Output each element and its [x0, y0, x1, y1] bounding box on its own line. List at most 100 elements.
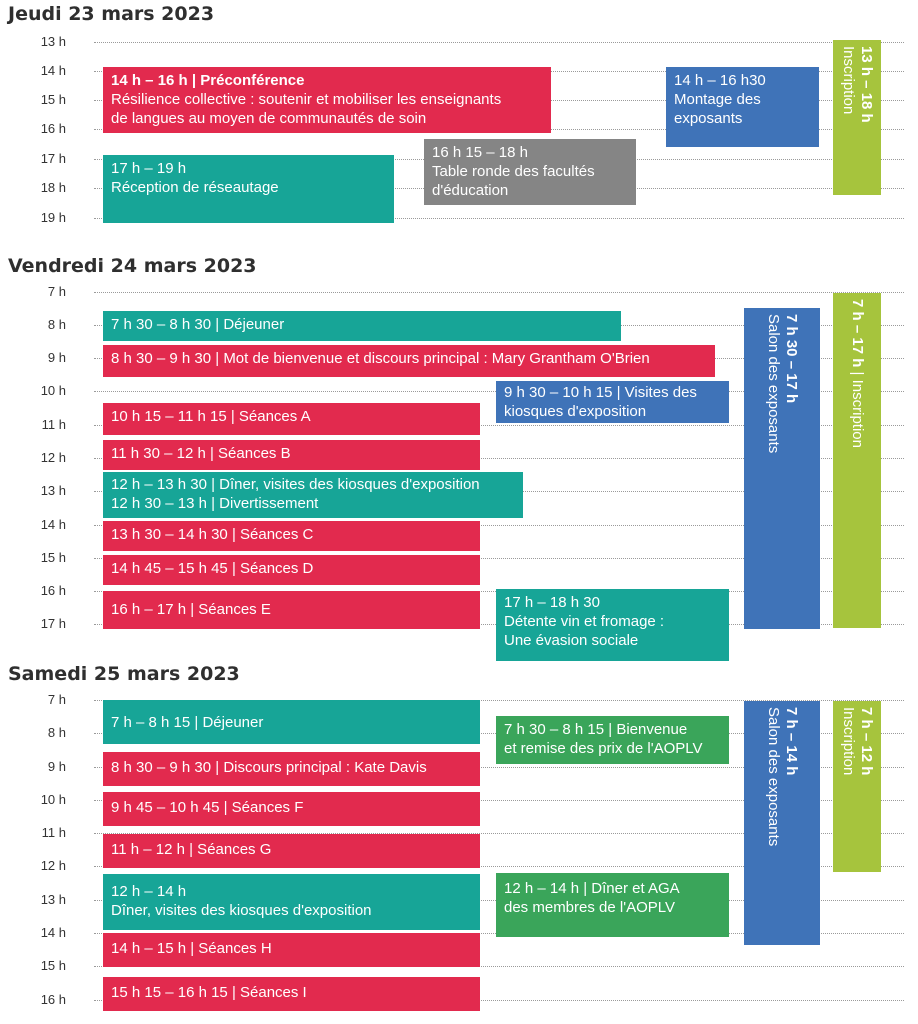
event-label: 15 h 15 – 16 h 15 | Séances I	[111, 984, 307, 1001]
day-friday: Vendredi 24 mars 2023 7 h 8 h 9 h 10 h 1…	[8, 255, 904, 661]
event-kiosk-visits[interactable]: 9 h 30 – 10 h 15 | Visites des kiosques …	[496, 381, 729, 423]
event-label: des membres de l'AOPLV	[504, 899, 675, 916]
hour-label: 14 h	[40, 517, 66, 532]
event-time: 17 h – 19 h	[111, 160, 187, 177]
gridline	[94, 767, 904, 768]
event-round-table[interactable]: 16 h 15 – 18 h Table ronde des facultés …	[424, 139, 636, 205]
column-label: Salon des exposants	[765, 314, 782, 454]
event-label: Préconférence	[200, 72, 305, 89]
event-sessions-h[interactable]: 14 h – 15 h | Séances H	[103, 933, 480, 967]
hour-label: 14 h	[40, 925, 66, 940]
event-description: exposants	[674, 110, 743, 127]
column-registration[interactable]: 7 h – 17 h | Inscription	[833, 293, 881, 628]
hour-label: 7 h	[47, 692, 66, 707]
event-label: kiosques d'exposition	[504, 403, 647, 420]
column-exhibitor-hall[interactable]: 7 h 30 – 17 h Salon des exposants	[744, 308, 820, 629]
event-label: 8 h 30 – 9 h 30 | Mot de bienvenue et di…	[111, 350, 650, 367]
event-time: 17 h – 18 h 30	[504, 594, 600, 611]
event-sessions-f[interactable]: 9 h 45 – 10 h 45 | Séances F	[103, 792, 480, 826]
event-sessions-c[interactable]: 13 h 30 – 14 h 30 | Séances C	[103, 521, 480, 551]
event-description: Dîner, visites des kiosques d'exposition	[111, 902, 372, 919]
hour-label: 16 h	[40, 121, 66, 136]
event-description: Résilience collective : soutenir et mobi…	[111, 91, 502, 108]
column-label: Inscription	[840, 707, 857, 776]
event-time: 14 h – 16 h30	[674, 72, 766, 89]
event-time: 12 h – 14 h	[111, 883, 187, 900]
event-networking-reception[interactable]: 17 h – 19 h Réception de réseautage	[103, 155, 394, 223]
hour-label: 12 h	[40, 450, 66, 465]
event-exhibitor-setup[interactable]: 14 h – 16 h30 Montage des exposants	[666, 67, 819, 147]
event-sessions-d[interactable]: 14 h 45 – 15 h 45 | Séances D	[103, 555, 480, 585]
gridline	[94, 292, 904, 293]
column-registration[interactable]: 7 h – 12 h Inscription	[833, 701, 881, 872]
gridline	[94, 458, 904, 459]
hour-label: 16 h	[40, 992, 66, 1007]
gridline	[94, 833, 904, 834]
event-label: 7 h 30 – 8 h 30 | Déjeuner	[111, 316, 285, 333]
event-label: et remise des prix de l'AOPLV	[504, 740, 703, 757]
column-label: Inscription	[849, 379, 866, 448]
event-sessions-b[interactable]: 11 h 30 – 12 h | Séances B	[103, 440, 480, 470]
gridline	[94, 800, 904, 801]
event-separator: |	[187, 72, 201, 89]
gridline	[94, 700, 904, 701]
event-welcome-awards[interactable]: 7 h 30 – 8 h 15 | Bienvenue et remise de…	[496, 716, 729, 764]
gridline	[94, 866, 904, 867]
event-label: 10 h 15 – 11 h 15 | Séances A	[111, 408, 311, 425]
hour-label: 11 h	[41, 825, 66, 840]
event-wine-cheese[interactable]: 17 h – 18 h 30 Détente vin et fromage : …	[496, 589, 729, 661]
hour-label: 14 h	[40, 63, 66, 78]
event-lunch-agm[interactable]: 12 h – 14 h | Dîner et AGA des membres d…	[496, 873, 729, 937]
event-label: 12 h – 14 h | Dîner et AGA	[504, 880, 680, 897]
hour-label: 8 h	[47, 317, 66, 332]
hour-label: 9 h	[47, 350, 66, 365]
hour-label: 8 h	[47, 725, 66, 740]
hour-label: 10 h	[40, 383, 66, 398]
event-sessions-e[interactable]: 16 h – 17 h | Séances E	[103, 591, 480, 629]
event-label: 14 h 45 – 15 h 45 | Séances D	[111, 560, 314, 577]
column-exhibitor-hall[interactable]: 7 h – 14 h Salon des exposants	[744, 701, 820, 945]
hour-label: 17 h	[40, 151, 66, 166]
hour-label: 15 h	[40, 958, 66, 973]
event-label: 7 h – 8 h 15 | Déjeuner	[111, 714, 264, 731]
event-label: 12 h – 13 h 30 | Dîner, visites des kios…	[111, 476, 480, 493]
gridline	[94, 966, 904, 967]
gridline	[94, 1000, 904, 1001]
event-description: Réception de réseautage	[111, 179, 279, 196]
day-title: Samedi 25 mars 2023	[8, 663, 240, 685]
event-lunch-kiosks[interactable]: 12 h – 14 h Dîner, visites des kiosques …	[103, 874, 480, 930]
event-description: Table ronde des facultés	[432, 163, 595, 180]
event-time: 14 h – 16 h	[111, 72, 188, 89]
hour-label: 12 h	[40, 858, 66, 873]
event-sessions-g[interactable]: 11 h – 12 h | Séances G	[103, 834, 480, 868]
column-separator: |	[849, 367, 866, 380]
hour-label: 19 h	[40, 210, 66, 225]
column-registration[interactable]: 13 h – 18 h Inscription	[833, 40, 881, 195]
event-sessions-a[interactable]: 10 h 15 – 11 h 15 | Séances A	[103, 403, 480, 435]
event-lunch-entertainment[interactable]: 12 h – 13 h 30 | Dîner, visites des kios…	[103, 472, 523, 518]
event-description: d'éducation	[432, 182, 509, 199]
event-keynote[interactable]: 8 h 30 – 9 h 30 | Mot de bienvenue et di…	[103, 345, 715, 377]
event-breakfast[interactable]: 7 h – 8 h 15 | Déjeuner	[103, 700, 480, 744]
column-time: 13 h – 18 h	[858, 46, 875, 123]
event-time: 16 h 15 – 18 h	[432, 144, 528, 161]
event-description: Montage des	[674, 91, 761, 108]
day-title: Jeudi 23 mars 2023	[8, 3, 215, 25]
hour-label: 18 h	[40, 180, 66, 195]
hour-label: 7 h	[47, 284, 66, 299]
column-time: 7 h – 12 h	[858, 707, 875, 776]
hour-label: 9 h	[47, 759, 66, 774]
hour-label: 15 h	[40, 550, 66, 565]
event-keynote[interactable]: 8 h 30 – 9 h 30 | Discours principal : K…	[103, 752, 480, 786]
event-breakfast[interactable]: 7 h 30 – 8 h 30 | Déjeuner	[103, 311, 621, 341]
hour-label: 16 h	[40, 583, 66, 598]
event-preconference[interactable]: 14 h – 16 h | Préconférence Résilience c…	[103, 67, 551, 133]
event-description: de langues au moyen de communautés de so…	[111, 110, 427, 127]
column-label: Inscription	[840, 46, 857, 115]
event-label: 14 h – 15 h | Séances H	[111, 940, 272, 957]
event-sessions-i[interactable]: 15 h 15 – 16 h 15 | Séances I	[103, 977, 480, 1011]
day-thursday: Jeudi 23 mars 2023 13 h 14 h 15 h 16 h 1…	[0, 0, 918, 240]
column-label: Salon des exposants	[765, 707, 782, 847]
column-time: 7 h – 14 h	[783, 707, 800, 776]
